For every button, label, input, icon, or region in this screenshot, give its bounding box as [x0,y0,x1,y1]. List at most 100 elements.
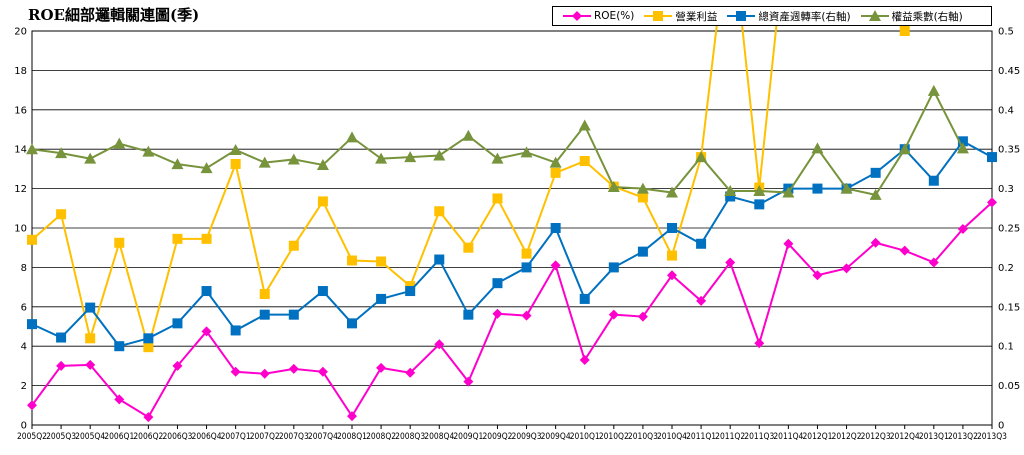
x-tick-label: 2010Q1 [570,432,600,442]
x-tick-label: 2012Q2 [832,432,862,442]
series-2-point [114,341,125,352]
x-tick-label: 2010Q3 [628,432,658,442]
series-0-point [201,326,212,337]
y-left-tick-label: 2 [21,381,27,392]
series-2-point [870,167,881,178]
series-0-point [957,223,968,234]
legend-swatch-marker [868,10,881,21]
series-2-point [812,183,823,194]
series-0-point [172,360,183,371]
series-1-point [521,248,532,259]
y-right-tick-label: 0.5 [998,27,1014,38]
legend-swatch [860,10,889,21]
legend-swatch [644,11,673,21]
series-2-point [288,309,299,320]
legend-swatch [563,11,591,21]
x-tick-label: 2013Q1 [919,432,949,442]
legend-label: ROE(%) [594,10,635,22]
series-3-point [375,152,388,164]
series-2-point [550,223,561,233]
series-0-point [114,394,125,405]
y-left-tick-label: 0 [21,421,27,432]
series-2-point [85,302,96,313]
y-right-tick-label: 0.2 [998,263,1014,274]
series-1-point [550,167,561,178]
series-1-point [434,206,445,217]
series-3-point [491,152,504,164]
series-0-point [987,197,997,208]
series-1-point [492,193,503,204]
x-tick-label: 2009Q1 [453,432,483,442]
series-2-point [579,293,590,304]
x-tick-label: 2013Q3 [977,432,1007,442]
series-1-point [317,196,328,207]
series-1-point [637,192,648,203]
x-tick-label: 2006Q3 [162,432,192,442]
legend-item: 營業利益 [644,9,717,24]
series-0-point [376,362,387,373]
series-2-point [987,152,997,163]
series-1-point [27,234,37,245]
x-tick-label: 2011Q1 [686,432,716,442]
series-2-point [696,238,707,249]
x-tick-label: 2011Q2 [715,432,745,442]
y-left-tick-label: 12 [14,184,27,195]
series-2-point [376,293,387,304]
x-tick-label: 2010Q2 [599,432,629,442]
series-0-point [434,339,445,350]
series-3-point [171,158,184,170]
series-3-point [578,119,591,131]
x-tick-label: 2008Q1 [337,432,367,442]
y-right-tick-label: 0.35 [998,145,1020,156]
series-0-point [347,411,357,422]
series-2-point [928,175,939,186]
series-0-point [725,257,736,268]
y-right-tick-label: 0 [998,421,1004,432]
series-3-point [724,184,737,196]
series-0-point [463,376,474,387]
legend-swatch-marker [736,11,747,21]
series-3-point [549,156,562,168]
x-tick-label: 2005Q4 [75,432,105,442]
series-2-point [201,286,212,297]
series-0-point [27,400,37,411]
series-2-point [725,191,736,202]
series-3-point [346,131,358,143]
series-0-point [928,257,939,268]
x-tick-label: 2007Q3 [279,432,309,442]
series-3-point [956,142,969,154]
series-0-line [31,201,993,419]
series-3-point [316,158,329,170]
series-0-point [783,238,794,249]
series-3-point [113,137,126,149]
chart-legend: ROE(%) 營業利益 總資產週轉率(右軸) 權益乘數(右軸) [552,6,992,26]
series-2-point [56,332,67,343]
x-tick-label: 2006Q4 [192,432,222,442]
series-2-point [434,254,445,265]
series-2-point [492,278,503,289]
series-3-point [287,153,300,165]
y-left-tick-label: 14 [14,145,27,156]
series-3-point [607,181,620,193]
series-2-point [347,318,357,329]
y-left-tick-label: 8 [21,263,27,274]
series-0-point [550,260,561,271]
x-tick-label: 2007Q2 [250,432,280,442]
x-tick-label: 2007Q1 [221,432,251,442]
y-left-tick-label: 16 [14,105,27,116]
legend-swatch [727,11,756,21]
series-3-point [26,143,38,155]
x-tick-label: 2011Q3 [744,432,774,442]
legend-item: 權益乘數(右軸) [860,9,963,24]
series-0-point [143,412,154,423]
series-2-point [405,286,416,297]
series-0-point [899,245,910,256]
y-left-tick-label: 20 [14,27,27,38]
series-3-point [84,152,97,164]
x-tick-label: 2006Q2 [133,432,163,442]
series-3-point [55,147,68,159]
series-0-point [521,310,532,321]
series-group [26,25,997,423]
series-2-point [754,199,765,210]
series-3-point [666,186,678,198]
